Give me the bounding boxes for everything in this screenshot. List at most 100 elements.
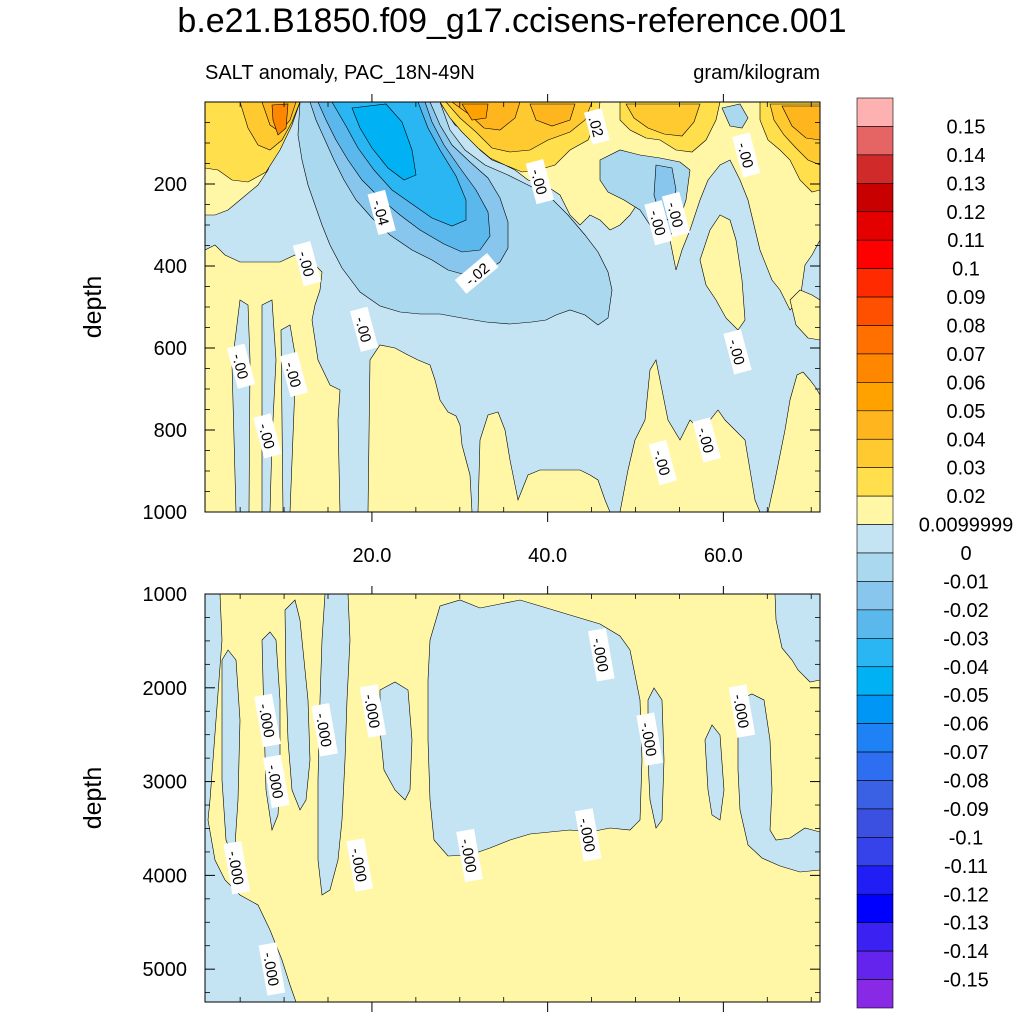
contour-label-text: -.00 [663, 200, 686, 229]
colorbar-swatch [856, 723, 894, 753]
upper-negative-strip-2 [261, 299, 277, 512]
contour-label-text: -.00 [527, 167, 550, 196]
colorbar-swatch [856, 694, 894, 724]
contour-label: -.00 [226, 343, 256, 389]
colorbar-swatch [856, 950, 894, 980]
y-axis-label: depth [79, 276, 107, 339]
contour-label-text: -.000 [575, 817, 598, 854]
contour-label-text: -.00 [733, 141, 756, 170]
lower-negative-strip-g [704, 724, 725, 821]
colorbar-label: -0.01 [943, 571, 989, 593]
contour-label-bg [456, 828, 483, 883]
contour-label: -.000 [359, 684, 387, 738]
colorbar-label: 0.06 [947, 372, 986, 394]
colorbar-label: 0.07 [947, 344, 986, 366]
colorbar-swatch [856, 552, 894, 582]
colorbar-swatch [856, 808, 894, 838]
colorbar-swatch [856, 893, 894, 923]
colorbar-swatch [856, 922, 894, 952]
contour-label: -.00 [279, 351, 308, 398]
colorbar-swatch [856, 325, 894, 355]
colorbar-swatch [856, 382, 894, 412]
colorbar-label: 0.1 [952, 259, 980, 281]
contour-label-bg [661, 191, 691, 238]
upper-positive-surface-05 [271, 103, 289, 136]
contour-label-text: -.00 [645, 208, 668, 237]
colorbar-swatch [856, 467, 894, 497]
contour-label-text: -.00 [650, 448, 673, 477]
colorbar-label: -0.11 [944, 856, 988, 878]
colorbar-label: -0.07 [943, 742, 989, 764]
units-subtitle: gram/kilogram [693, 62, 820, 84]
contour-label-bg [723, 329, 752, 375]
contour-label-bg [648, 439, 677, 486]
contour-label-layer: .02-.00-.00-.04 -.00-.00-.00 -.02-.00-.00-… [223, 108, 761, 996]
upper-positive-deep-middle [367, 344, 473, 512]
contour-label-bg [583, 108, 610, 145]
colorbar-label: 0.02 [947, 486, 986, 508]
lower-negative-strip-h [737, 693, 820, 873]
lower-negative-top-right [774, 594, 820, 683]
lower-negative-strip-c [284, 599, 311, 811]
contour-label-bg [253, 413, 282, 459]
colorbar-swatch [856, 268, 894, 298]
figure-title: b.e21.B1850.f09_g17.ccisens-reference.00… [177, 2, 847, 40]
contour-label: -.000 [258, 942, 286, 996]
colorbar-label: -0.09 [943, 799, 989, 821]
contour-label: -.000 [346, 838, 374, 892]
contour-label-bg [574, 808, 602, 862]
contour-label: .02 [583, 108, 610, 145]
colorbar: 0.15 0.14 0.13 0.12 0.11 0.1 0.09 0.08 0.07 0.06 0… [856, 97, 1013, 1009]
contour-label-bg [258, 942, 286, 996]
contour-label-text: -.00 [694, 426, 717, 455]
contour-label: -.00 [648, 439, 677, 486]
colorbar-label: -0.06 [943, 714, 989, 736]
contour-label-bg [349, 306, 379, 352]
colorbar-label: -0.05 [943, 685, 989, 707]
colorbar-swatch [856, 296, 894, 326]
contour-label-text: -.000 [360, 693, 383, 730]
contour-label-text: -.00 [351, 315, 374, 344]
y-tick-label: 3000 [143, 772, 188, 794]
contour-label-text: -.00 [254, 422, 277, 451]
contour-label-text: -.000 [312, 712, 335, 749]
upper-positive-far-right-edge [789, 289, 820, 341]
colorbar-swatch [856, 837, 894, 867]
contour-label-bg [262, 754, 290, 809]
contour-label: -.00 [692, 417, 721, 463]
y-tick-label: 1000 [143, 584, 188, 606]
contour-label-text: -.04 [369, 198, 392, 227]
contour-label: -.000 [254, 693, 281, 748]
contour-label-text: -.000 [589, 637, 612, 674]
contour-label-text: -.000 [457, 837, 480, 874]
contour-label-text: -.00 [294, 249, 317, 278]
colorbar-swatch [856, 183, 894, 213]
variable-subtitle: SALT anomaly, PAC_18N-49N [205, 62, 475, 84]
contour-label-bg [692, 417, 721, 463]
colorbar-label: 0 [960, 543, 971, 565]
colorbar-swatch [856, 410, 894, 440]
upper-positive-surface-mid-04b [529, 103, 576, 127]
contour-label-text: -.000 [224, 850, 247, 887]
contour-label-text: -.00 [724, 338, 747, 367]
colorbar-label: 0.13 [947, 173, 986, 195]
colorbar-swatch [856, 865, 894, 895]
y-tick-label: 200 [154, 174, 187, 196]
colorbar-label: -0.03 [943, 628, 989, 650]
lower-negative-big-center [427, 599, 643, 857]
axes-layer: 200 400 600 800 1000 depth 20.0 40.0 60.0 1000 200… [79, 94, 820, 1012]
contour-label-bg [311, 703, 338, 757]
contour-label: -.000 [636, 712, 663, 766]
colorbar-label: -0.04 [943, 657, 989, 679]
upper-negative-core-06 [351, 103, 417, 181]
contour-label: -.000 [311, 703, 338, 757]
contour-label-bg [226, 343, 256, 389]
colorbar-label: -0.15 [943, 970, 989, 992]
contour-label-bg [728, 684, 756, 738]
colorbar-label: 0.09 [947, 287, 986, 309]
contour-label-bg [223, 841, 251, 895]
colorbar-label: 0.08 [947, 316, 986, 338]
contour-label: -.000 [456, 828, 483, 883]
colorbar-swatch [856, 438, 894, 468]
colorbar-swatch [856, 154, 894, 184]
